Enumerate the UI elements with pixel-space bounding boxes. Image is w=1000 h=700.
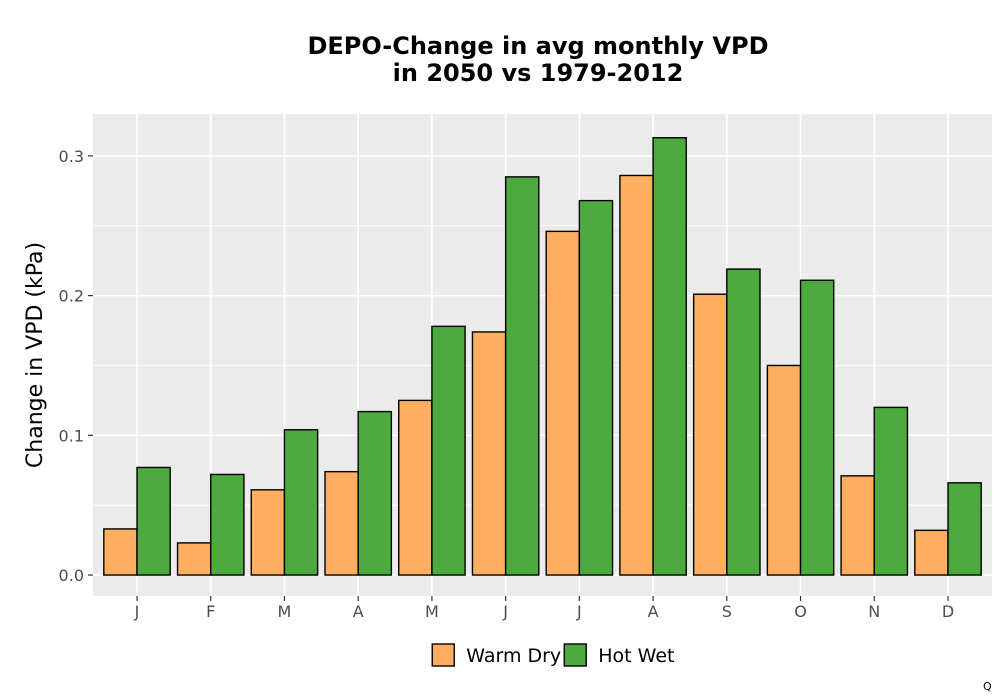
bar-hot-wet bbox=[726, 268, 761, 576]
bar-hot-wet bbox=[136, 466, 171, 576]
legend-label: Warm Dry bbox=[466, 645, 561, 667]
x-tick-label: J bbox=[502, 602, 508, 621]
bar-hot-wet bbox=[210, 473, 245, 576]
corner-mark: Q bbox=[983, 680, 992, 693]
bar-warm-dry bbox=[103, 528, 138, 576]
chart-title: DEPO-Change in avg monthly VPD bbox=[307, 32, 768, 60]
bar-hot-wet bbox=[578, 199, 614, 576]
legend-key-warm-dry bbox=[431, 643, 455, 667]
bar-hot-wet bbox=[504, 176, 540, 576]
bars bbox=[103, 137, 982, 576]
bar-warm-dry bbox=[619, 174, 654, 576]
y-axis: 0.0 0.1 0.2 0.3 bbox=[59, 147, 93, 585]
bar-hot-wet bbox=[799, 279, 835, 576]
legend-label: Hot Wet bbox=[598, 645, 674, 667]
bar-warm-dry bbox=[398, 399, 433, 576]
bar-hot-wet bbox=[283, 429, 319, 576]
bar-hot-wet bbox=[357, 410, 393, 576]
bar-warm-dry bbox=[250, 489, 286, 576]
legend: Warm Dry Hot Wet bbox=[431, 643, 674, 667]
x-tick-label: N bbox=[868, 602, 880, 621]
y-tick-label: 0.3 bbox=[59, 147, 84, 166]
x-tick-label: M bbox=[278, 602, 292, 621]
x-tick-label: F bbox=[206, 602, 215, 621]
x-tick-label: A bbox=[353, 602, 364, 621]
x-tick-label: J bbox=[576, 602, 582, 621]
chart-subtitle: in 2050 vs 1979-2012 bbox=[393, 59, 684, 87]
bar-warm-dry bbox=[176, 542, 212, 576]
bar-warm-dry bbox=[766, 364, 802, 576]
legend-key-hot-wet bbox=[563, 643, 587, 667]
x-tick-label: M bbox=[425, 602, 439, 621]
y-tick-label: 0.0 bbox=[59, 566, 84, 585]
bar-warm-dry bbox=[914, 529, 949, 576]
bar-hot-wet bbox=[873, 406, 909, 576]
y-axis-label: Change in VPD (kPa) bbox=[23, 242, 48, 468]
bar-hot-wet bbox=[652, 137, 687, 576]
y-tick-label: 0.1 bbox=[59, 426, 84, 445]
y-tick-label: 0.2 bbox=[59, 287, 84, 306]
bar-hot-wet bbox=[947, 482, 982, 576]
bar-warm-dry bbox=[840, 475, 875, 576]
x-tick-label: J bbox=[134, 602, 140, 621]
x-tick-label: A bbox=[648, 602, 659, 621]
bar-warm-dry bbox=[324, 470, 359, 576]
bar-warm-dry bbox=[471, 331, 507, 576]
x-tick-label: O bbox=[794, 602, 807, 621]
bar-hot-wet bbox=[431, 325, 466, 576]
bar-warm-dry bbox=[692, 293, 728, 576]
bar-warm-dry bbox=[545, 230, 581, 576]
x-tick-label: S bbox=[722, 602, 732, 621]
x-tick-label: D bbox=[942, 602, 954, 621]
